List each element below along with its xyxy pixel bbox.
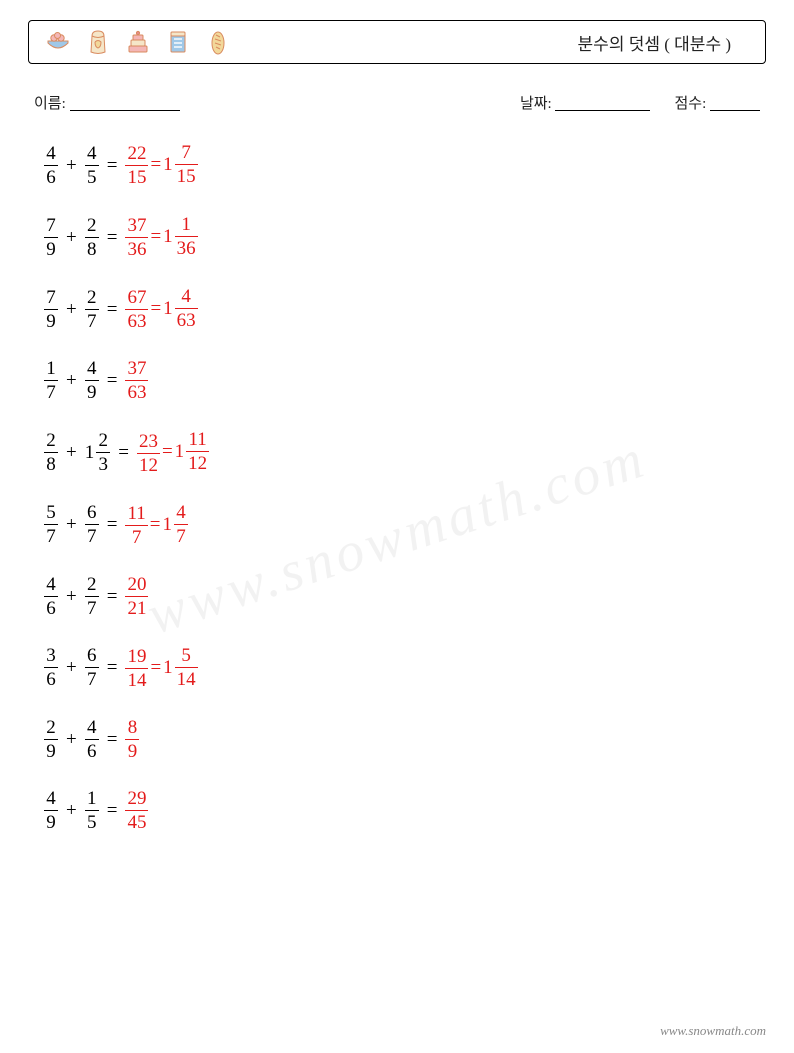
plus-op: + — [64, 156, 79, 175]
equals-op: = — [105, 228, 120, 247]
plus-op: + — [64, 801, 79, 820]
answer: 6763=1463 — [125, 287, 197, 331]
problem-row: 36+67=1914=1514 — [44, 646, 766, 690]
plus-op: + — [64, 443, 79, 462]
problem-row: 46+27=2021 — [44, 575, 766, 618]
header-icons — [43, 27, 233, 57]
plus-op: + — [64, 658, 79, 677]
plus-op: + — [64, 587, 79, 606]
plus-op: + — [64, 300, 79, 319]
problem-row: 79+28=3736=1136 — [44, 215, 766, 259]
equals-op: = — [105, 587, 120, 606]
plus-op: + — [64, 371, 79, 390]
header-box: 분수의 덧셈 ( 대분수 ) — [28, 20, 766, 64]
answer: 3736=1136 — [125, 215, 197, 259]
answer: 1914=1514 — [125, 646, 197, 690]
plus-op: + — [64, 515, 79, 534]
footer-link: www.snowmath.com — [660, 1023, 766, 1039]
answer: 117=147 — [125, 503, 188, 547]
worksheet-title: 분수의 덧셈 ( 대분수 ) — [578, 30, 751, 55]
problem-row: 28+123=2312=11112 — [44, 430, 766, 474]
bread-icon — [203, 27, 233, 57]
plus-op: + — [64, 228, 79, 247]
problem-row: 17+49=3763 — [44, 359, 766, 402]
flour-bag-icon — [83, 27, 113, 57]
problem-row: 46+45=2215=1715 — [44, 143, 766, 187]
problem-row: 57+67=117=147 — [44, 503, 766, 547]
answer: 2021 — [125, 575, 148, 618]
date-blank[interactable] — [555, 96, 650, 111]
problems-list: 46+45=2215=171579+28=3736=113679+27=6763… — [28, 143, 766, 832]
problem-row: 29+46=89 — [44, 718, 766, 761]
equals-op: = — [105, 730, 120, 749]
answer: 89 — [125, 718, 139, 761]
info-row: 이름: 날짜: 점수: — [28, 92, 766, 113]
equals-op: = — [105, 658, 120, 677]
plus-op: + — [64, 730, 79, 749]
equals-op: = — [105, 515, 120, 534]
score-blank[interactable] — [710, 96, 760, 111]
cake-icon — [123, 27, 153, 57]
problem-row: 79+27=6763=1463 — [44, 287, 766, 331]
equals-op: = — [116, 443, 131, 462]
name-blank[interactable] — [70, 96, 180, 111]
answer: 2215=1715 — [125, 143, 197, 187]
problem-row: 49+15=2945 — [44, 789, 766, 832]
equals-op: = — [105, 801, 120, 820]
answer: 2945 — [125, 789, 148, 832]
date-label: 날짜: — [520, 96, 552, 112]
equals-op: = — [105, 371, 120, 390]
recipe-note-icon — [163, 27, 193, 57]
name-label: 이름: — [34, 96, 66, 112]
equals-op: = — [105, 156, 120, 175]
egg-basket-icon — [43, 27, 73, 57]
answer: 2312=11112 — [137, 430, 209, 474]
equals-op: = — [105, 300, 120, 319]
answer: 3763 — [125, 359, 148, 402]
score-label: 점수: — [674, 96, 706, 112]
